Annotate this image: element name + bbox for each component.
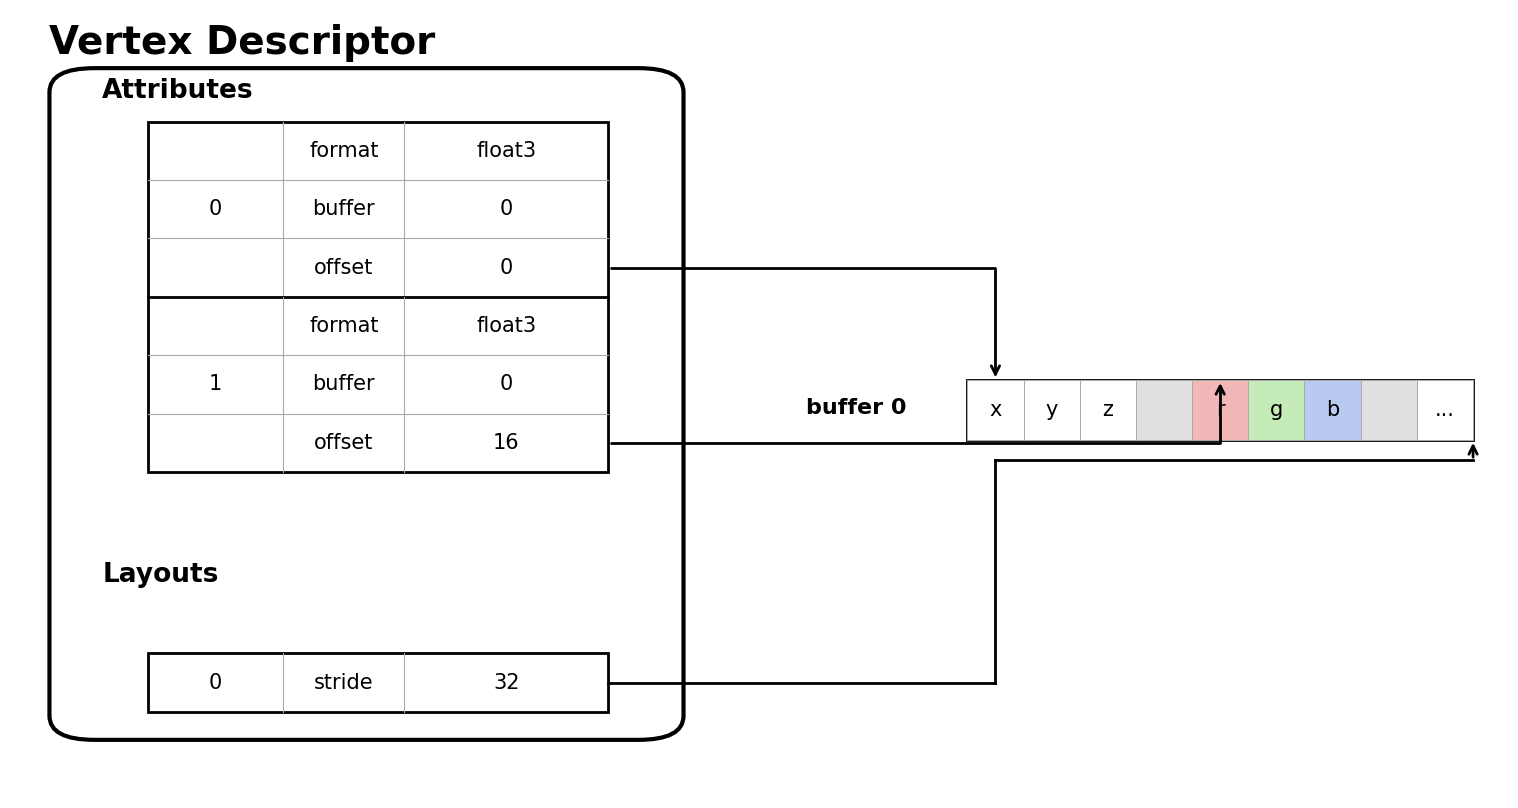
- Bar: [1304, 380, 1360, 440]
- Text: float3: float3: [477, 316, 536, 336]
- Text: 32: 32: [493, 673, 519, 692]
- Text: 0: 0: [499, 374, 513, 394]
- Text: b: b: [1325, 400, 1339, 420]
- FancyBboxPatch shape: [50, 68, 683, 740]
- Text: x: x: [990, 400, 1002, 420]
- Text: g: g: [1269, 400, 1283, 420]
- Text: format: format: [310, 316, 378, 336]
- Bar: [1192, 380, 1248, 440]
- Text: buffer: buffer: [313, 374, 375, 394]
- Bar: [967, 380, 1023, 440]
- Bar: [1360, 380, 1416, 440]
- Text: 0: 0: [209, 673, 222, 692]
- Text: format: format: [310, 141, 378, 161]
- Bar: [1079, 380, 1135, 440]
- Bar: [1135, 380, 1192, 440]
- Text: 0: 0: [209, 200, 222, 219]
- Text: ...: ...: [1435, 400, 1454, 420]
- Text: 0: 0: [499, 200, 513, 219]
- Text: 1: 1: [209, 374, 222, 394]
- Text: float3: float3: [477, 141, 536, 161]
- Bar: [1248, 380, 1304, 440]
- Bar: [147, 654, 609, 712]
- Text: offset: offset: [314, 258, 373, 278]
- Text: r: r: [1216, 400, 1225, 420]
- Text: 0: 0: [499, 258, 513, 278]
- Bar: [147, 122, 609, 472]
- Text: offset: offset: [314, 433, 373, 452]
- Text: Attributes: Attributes: [102, 78, 254, 104]
- Text: buffer 0: buffer 0: [806, 398, 906, 418]
- Text: Layouts: Layouts: [102, 562, 219, 588]
- Text: stride: stride: [314, 673, 373, 692]
- Bar: [1023, 380, 1079, 440]
- Bar: [1416, 380, 1472, 440]
- Text: y: y: [1046, 400, 1058, 420]
- Text: Vertex Descriptor: Vertex Descriptor: [50, 24, 436, 62]
- Text: z: z: [1102, 400, 1113, 420]
- Text: 16: 16: [493, 433, 519, 452]
- Text: buffer: buffer: [313, 200, 375, 219]
- Bar: [967, 380, 1472, 440]
